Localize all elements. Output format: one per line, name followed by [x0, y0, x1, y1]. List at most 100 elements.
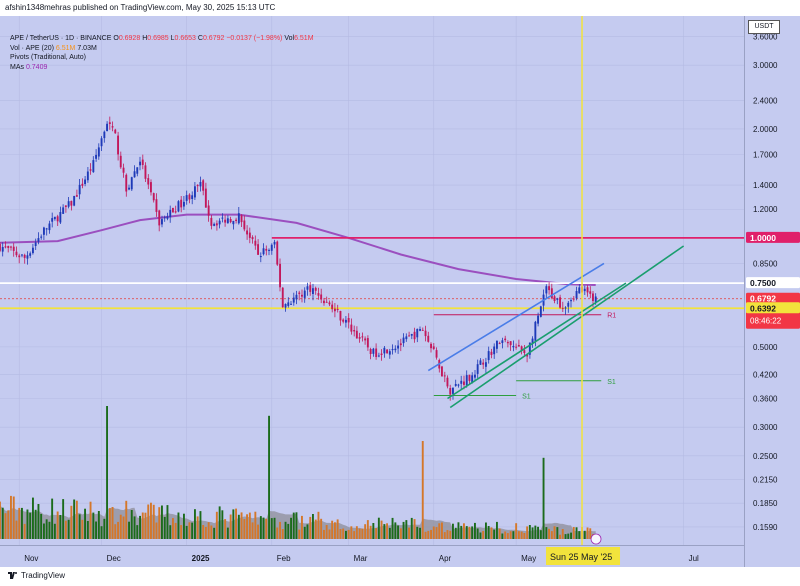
candle-body — [100, 138, 103, 147]
volume-bar — [438, 523, 441, 539]
legend-ma-row[interactable]: MAs 0.7409 — [10, 63, 314, 73]
volume-bar — [479, 532, 482, 539]
volume-bar — [174, 522, 177, 539]
volume-bar — [155, 522, 158, 539]
candle-body — [32, 247, 34, 254]
pivot-label-1: S1 — [607, 379, 616, 386]
volume-bar — [493, 529, 496, 539]
volume-bar — [235, 508, 237, 539]
tradingview-brand[interactable]: TradingView — [8, 571, 65, 580]
chart-plot-area[interactable]: R1 S1 S1 APE / TetherUS · 1D · BINANCE O0.… — [0, 16, 744, 545]
candle-body — [163, 217, 166, 219]
candle-body — [268, 249, 270, 251]
volume-bar — [29, 512, 32, 539]
price-tick-label: 2.0000 — [753, 125, 778, 134]
candle-body — [273, 241, 276, 245]
candle-body — [221, 217, 224, 219]
volume-bar — [432, 526, 435, 539]
candle-body — [281, 287, 284, 308]
volume-bar — [34, 509, 37, 539]
price-badge-yellow — [746, 302, 800, 314]
time-tick-label: May — [521, 554, 536, 563]
time-axis[interactable]: Nov Dec 2025 Feb Mar Apr May Jul Sun 25 May '25 — [0, 545, 744, 568]
channel-line-0 — [427, 262, 605, 372]
volume-bar — [128, 521, 130, 539]
volume-bar — [375, 528, 378, 539]
candle-body — [355, 330, 358, 339]
volume-bar — [70, 505, 73, 539]
candle-body — [26, 255, 29, 259]
time-tick-label: Nov — [24, 554, 38, 563]
legend-symbol[interactable]: APE / TetherUS · 1D · BINANCE — [10, 35, 112, 42]
legend-pivots-row[interactable]: Pivots (Traditional, Auto) — [10, 53, 314, 63]
volume-bar — [312, 514, 314, 539]
candle-body — [457, 384, 460, 386]
candle-body — [133, 171, 136, 178]
price-tick-label: 2.4000 — [753, 96, 778, 105]
price-chart[interactable]: R1 S1 S1 — [0, 16, 744, 545]
volume-bar — [355, 526, 358, 539]
volume-average-area — [0, 505, 596, 539]
candle-body — [336, 308, 339, 310]
candle-body — [56, 216, 59, 222]
volume-bar — [405, 520, 408, 539]
candle-body — [430, 343, 432, 349]
time-tick-label: Feb — [277, 554, 291, 563]
candle-body — [207, 205, 210, 216]
volume-bar — [336, 519, 339, 539]
candle-body — [194, 186, 196, 198]
legend-vol-value: 6.51M — [294, 35, 314, 42]
currency-selector[interactable]: USDT — [748, 20, 780, 34]
volume-bar — [287, 523, 290, 539]
volume-bar — [21, 507, 23, 539]
candle-body — [224, 219, 227, 223]
candle-body — [262, 248, 265, 255]
candle-body — [84, 179, 86, 184]
legend-volume-row[interactable]: Vol · APE (20) 6.51M 7.03M — [10, 44, 314, 54]
candle-body — [92, 160, 95, 173]
tradingview-logo-icon — [8, 572, 17, 579]
volume-bar — [133, 516, 136, 539]
time-axis-labels: Nov Dec 2025 Feb Mar Apr May Jul Sun 25 May '25 — [24, 547, 699, 565]
candle-body — [323, 300, 325, 304]
candle-body — [0, 244, 1, 251]
volume-bar — [180, 525, 183, 539]
volume-bar — [345, 530, 347, 539]
candle-body — [279, 263, 281, 288]
candle-body — [97, 147, 100, 157]
candle-body — [276, 241, 279, 265]
price-axis[interactable]: 3.6000 3.0000 2.4000 2.0000 1.7000 1.4000 1.20… — [744, 16, 800, 568]
volume-bar — [7, 510, 10, 539]
volume-bar — [62, 499, 65, 539]
volume-bar — [583, 530, 586, 539]
price-tick-label: 1.4000 — [753, 181, 778, 190]
volume-bar — [542, 457, 545, 539]
volume-bar — [369, 525, 372, 539]
volume-bar — [1, 507, 4, 539]
candle-body — [67, 201, 70, 207]
candle-body — [78, 184, 81, 195]
volume-bar — [482, 531, 485, 539]
candle-body — [432, 346, 435, 349]
legend-pivots-label: Pivots (Traditional, Auto) — [10, 54, 86, 61]
volume-bar — [347, 529, 350, 539]
candle-body — [314, 287, 317, 291]
volume-bar — [240, 512, 243, 539]
volume-bar — [361, 528, 364, 539]
candle-body — [416, 328, 419, 338]
candle-body — [405, 336, 408, 340]
candle-body — [4, 246, 7, 248]
volume-bar — [213, 527, 216, 539]
candle-body — [265, 248, 268, 251]
volume-bar — [496, 521, 498, 539]
volume-bar — [476, 528, 479, 539]
candle-body — [158, 210, 161, 226]
legend-high-value: 0.6985 — [147, 35, 169, 42]
volume-bar — [97, 511, 100, 539]
volume-bar — [301, 515, 303, 539]
candle-body — [402, 337, 405, 344]
volume-bar — [399, 528, 402, 539]
volume-bar — [215, 511, 218, 539]
volume-bar — [92, 512, 95, 539]
candle-body — [506, 342, 509, 344]
